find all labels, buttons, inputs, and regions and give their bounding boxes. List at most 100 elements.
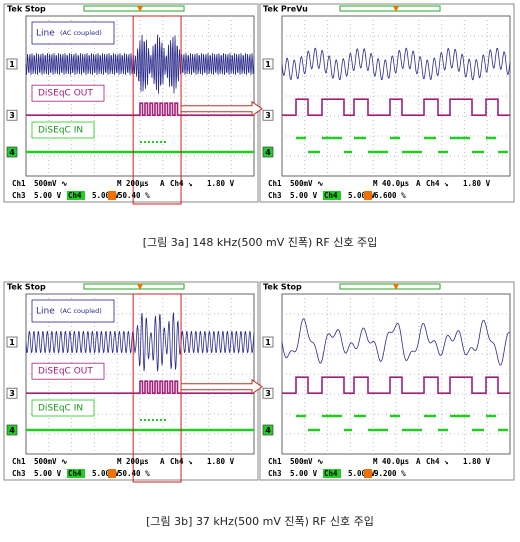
status-text: Ch4 (68, 191, 82, 200)
status-text: 1.80 V (207, 179, 235, 188)
status-text: 5.00 V (290, 469, 318, 478)
ch4-badge (67, 469, 85, 478)
record-bar (339, 283, 441, 290)
channel-marker: 3 (9, 111, 15, 120)
status-text: Ch4 ↘ (426, 179, 449, 188)
status-text: 1.80 V (463, 457, 491, 466)
channel-marker-box (262, 387, 274, 399)
ch4-badge (67, 191, 85, 200)
status-text: 1.80 V (207, 457, 235, 466)
channel-marker: 4 (9, 148, 15, 157)
channel-marker: 3 (265, 389, 271, 398)
status-text: Ch1 (268, 179, 282, 188)
record-bar (339, 5, 441, 12)
out-trace (282, 376, 510, 394)
zoom-arrow (180, 378, 263, 395)
status-text: Ch4 (324, 191, 338, 200)
channel-marker-box (262, 336, 274, 348)
status-text: A (160, 179, 165, 188)
channel-marker-box (262, 109, 274, 121)
channel-marker: 1 (265, 60, 271, 69)
zoom-arrow (180, 100, 263, 117)
position-badge (364, 191, 372, 200)
status-text: Ch4 (324, 469, 338, 478)
ch4-badge (323, 191, 341, 200)
label-coupling: (AC coupled) (60, 29, 102, 37)
status-text: 1.80 V (463, 179, 491, 188)
label-box (31, 21, 115, 45)
trigger-marker (137, 6, 143, 12)
status-text: Ch3 (268, 191, 282, 200)
status-text: 5.00 V (348, 469, 376, 478)
status-text: Ch4 ↘ (170, 179, 193, 188)
channel-marker: 4 (9, 426, 15, 435)
label-box (31, 84, 105, 102)
ch4-badge (323, 469, 341, 478)
status-text: Ch3 (12, 469, 26, 478)
status-text: 5.00 V (92, 469, 120, 478)
position-badge (108, 191, 116, 200)
figure-caption: [그림 3b] 37 kHz(500 mV 진폭) RF 신호 주입 (146, 515, 374, 528)
line-trace (25, 34, 255, 94)
line-trace (281, 47, 511, 81)
label-in: DiSEqC IN (38, 404, 83, 414)
channel-marker-box (6, 387, 18, 399)
channel-marker-box (6, 336, 18, 348)
position-badge (364, 469, 372, 478)
channel-marker-box (6, 58, 18, 70)
channel-marker-box (262, 146, 274, 158)
trigger-marker (137, 284, 143, 290)
label-line: Line (36, 307, 55, 317)
record-bar (83, 283, 185, 290)
position-badge (108, 469, 116, 478)
channel-marker: 1 (265, 338, 271, 347)
channel-marker: 4 (265, 148, 271, 157)
status-text: 500mV ∿ (34, 457, 68, 466)
channel-marker-box (6, 424, 18, 436)
status-text: 500mV ∿ (290, 457, 324, 466)
status-text: Ch1 (12, 179, 26, 188)
scope-header: Tek Stop (263, 283, 302, 292)
channel-marker-box (6, 109, 18, 121)
line-trace (25, 312, 255, 372)
label-box (31, 121, 95, 139)
channel-marker: 3 (265, 111, 271, 120)
out-trace (282, 98, 510, 116)
out-trace (26, 380, 254, 394)
status-text: Ch3 (268, 469, 282, 478)
status-text: 5.00 V (92, 191, 120, 200)
trigger-marker (393, 6, 399, 12)
channel-marker: 3 (9, 389, 15, 398)
scope-header: Tek Stop (7, 283, 46, 292)
status-text: 5.00 V (290, 191, 318, 200)
status-text: 500mV ∿ (290, 179, 324, 188)
channel-marker: 1 (9, 338, 15, 347)
line-trace (281, 318, 511, 366)
status-text: M 40.0µs (373, 179, 409, 188)
scope-header: Tek Stop (7, 5, 46, 14)
status-text: Ch4 ↘ (170, 457, 193, 466)
status-text: 5.00 V (34, 191, 62, 200)
status-text: 5.00 V (348, 191, 376, 200)
label-box (31, 399, 95, 417)
status-text: Ch4 (68, 469, 82, 478)
position-text: 9.200 % (374, 469, 406, 478)
status-text: Ch4 ↘ (426, 457, 449, 466)
position-text: 50.40 % (118, 191, 150, 200)
record-bar (83, 5, 185, 12)
scope-header: Tek PreVu (263, 5, 308, 14)
status-text: M 200µs (117, 179, 149, 188)
label-line: Line (36, 29, 55, 39)
figure-caption: [그림 3a] 148 kHz(500 mV 진폭) RF 신호 주입 (143, 236, 377, 249)
status-text: A (416, 457, 421, 466)
channel-marker: 1 (9, 60, 15, 69)
trigger-marker (393, 284, 399, 290)
status-text: A (160, 457, 165, 466)
label-box (31, 362, 105, 380)
status-text: Ch1 (12, 457, 26, 466)
label-out: DiSEqC OUT (38, 367, 93, 377)
label-box (31, 299, 115, 323)
position-text: 50.40 % (118, 469, 150, 478)
status-text: Ch3 (12, 191, 26, 200)
